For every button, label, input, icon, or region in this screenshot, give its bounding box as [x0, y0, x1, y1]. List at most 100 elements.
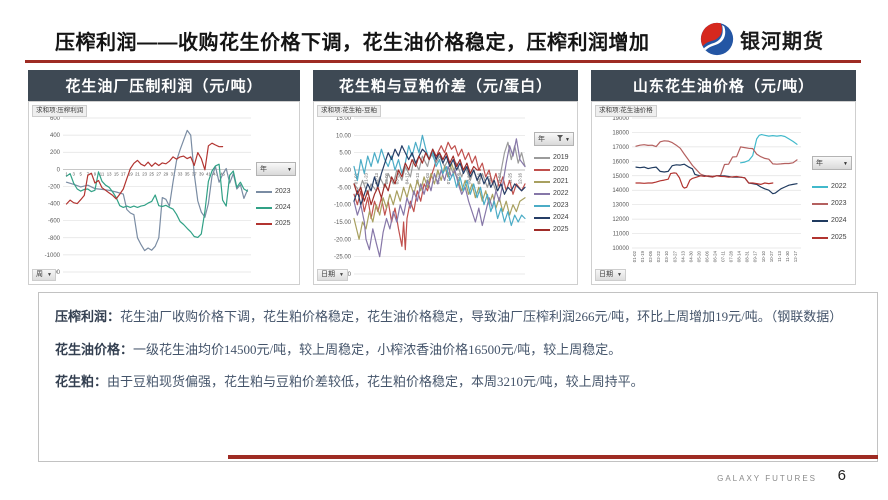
legend-swatch: [812, 236, 828, 239]
svg-text:11-30: 11-30: [785, 250, 790, 261]
legend-swatch: [812, 202, 828, 205]
svg-text:33: 33: [178, 171, 183, 176]
svg-text:06-24: 06-24: [713, 250, 718, 262]
svg-text:9: 9: [94, 171, 97, 176]
svg-text:15.00: 15.00: [336, 116, 352, 122]
svg-text:21: 21: [135, 171, 140, 176]
summary-text: 花生油厂收购价格下调，花生粕价格稳定，花生油价格稳定，导致油厂压榨利润266元/…: [120, 309, 843, 324]
svg-text:04-17: 04-17: [405, 172, 410, 184]
svg-text:10000: 10000: [612, 246, 629, 252]
svg-text:11-25: 11-25: [507, 172, 512, 183]
chevron-down-icon: ▼: [843, 160, 848, 167]
svg-text:05-13: 05-13: [415, 172, 420, 184]
svg-text:03-27: 03-27: [672, 250, 677, 262]
svg-text:08-31: 08-31: [745, 250, 750, 262]
chart-title-oil-price: 山东花生油价格（元/吨）: [591, 70, 856, 101]
svg-text:07-11: 07-11: [721, 250, 726, 261]
svg-text:10-10: 10-10: [761, 250, 766, 262]
svg-text:600: 600: [50, 116, 61, 122]
legend-swatch: [812, 185, 828, 188]
legend-entry: 2020: [534, 166, 574, 173]
legend-field-button[interactable]: 年 ▼: [812, 156, 852, 170]
svg-text:04-13: 04-13: [680, 250, 685, 262]
legend-entry: 2024: [812, 217, 852, 224]
svg-text:02-13: 02-13: [374, 172, 379, 184]
svg-text:03-10: 03-10: [664, 250, 669, 262]
pivot-field-button[interactable]: 求和项:压榨利润: [32, 105, 88, 117]
chart-panels: 花生油厂压制利润（元/吨） -1200-1000-800-600-400-200…: [28, 70, 856, 285]
svg-text:-20.00: -20.00: [334, 237, 352, 243]
legend-field-button[interactable]: 年 ▼: [256, 162, 296, 176]
svg-text:3: 3: [72, 171, 75, 176]
legend-entry: 2021: [534, 178, 574, 185]
axis-field-dropdown[interactable]: 日期 ▼: [595, 268, 626, 281]
svg-text:-15.00: -15.00: [334, 220, 352, 226]
page-number: 6: [837, 467, 846, 484]
svg-text:27: 27: [156, 171, 161, 176]
summary-label: 花生油价格：: [55, 341, 134, 357]
galaxy-logo-icon: [700, 22, 734, 56]
svg-text:400: 400: [50, 133, 61, 139]
footer-brand: GALAXY FUTURES: [717, 474, 817, 483]
svg-text:-5.00: -5.00: [337, 185, 351, 191]
svg-text:01-23: 01-23: [364, 172, 369, 184]
svg-text:41: 41: [206, 171, 211, 176]
chart-body-crush-profit: -1200-1000-800-600-400-20002004006001357…: [28, 101, 300, 285]
axis-field-dropdown[interactable]: 日期 ▼: [317, 268, 348, 281]
svg-text:08-26: 08-26: [466, 172, 471, 184]
summary-label: 压榨利润：: [55, 309, 121, 324]
svg-text:17000: 17000: [612, 145, 629, 151]
svg-text:11-13: 11-13: [777, 250, 782, 261]
chevron-down-icon: ▼: [339, 271, 344, 278]
svg-text:07-15: 07-15: [446, 172, 451, 184]
page-title: 压榨利润——收购花生价格下调，花生油价格稳定，压榨利润增加: [55, 32, 650, 54]
axis-field-label: 周: [36, 270, 43, 278]
legend-swatch: [256, 222, 272, 225]
svg-text:29: 29: [163, 171, 168, 176]
pivot-field-button[interactable]: 求和项:花生粕-豆粕: [317, 105, 381, 117]
axis-field-dropdown[interactable]: 周 ▼: [32, 268, 56, 281]
svg-text:01-19: 01-19: [640, 250, 645, 262]
svg-text:-200: -200: [48, 184, 61, 190]
legend-swatch: [534, 216, 550, 219]
svg-text:12000: 12000: [612, 217, 629, 223]
legend-swatch: [534, 204, 550, 207]
summary-item-meal: 花生粕：由于豆粕现货偏强，花生粕与豆粕价差较低，花生粕价格稳定，本周3210元/…: [55, 372, 861, 392]
svg-text:18000: 18000: [612, 130, 629, 136]
legend-entry: 2025: [534, 226, 574, 233]
svg-text:06-03: 06-03: [425, 172, 430, 184]
svg-text:08-14: 08-14: [737, 250, 742, 262]
svg-text:10-27: 10-27: [769, 250, 774, 262]
svg-text:5.00: 5.00: [339, 151, 351, 157]
chart-legend: 年 ▼ 2022 2023 2024 2025: [812, 156, 852, 241]
svg-text:19: 19: [128, 171, 133, 176]
svg-text:11000: 11000: [613, 232, 630, 238]
pivot-field-button[interactable]: 求和项:花生油价格: [595, 105, 657, 117]
legend-field-button[interactable]: 年 ▼: [534, 132, 574, 146]
chart-title-crush-profit: 花生油厂压制利润（元/吨）: [28, 70, 300, 101]
svg-text:-10.00: -10.00: [334, 203, 352, 209]
filter-funnel-icon: [557, 135, 564, 141]
svg-text:23: 23: [142, 171, 147, 176]
summary-box: 压榨利润：花生油厂收购价格下调，花生粕价格稳定，花生油价格稳定，导致油厂压榨利润…: [38, 292, 878, 462]
svg-text:06-06: 06-06: [704, 250, 709, 262]
chevron-down-icon: ▼: [617, 271, 622, 278]
summary-text: 一级花生油均价14500元/吨，较上周稳定，小榨浓香油价格16500元/吨，较上…: [133, 341, 622, 357]
svg-text:15000: 15000: [612, 174, 629, 180]
svg-text:01-02: 01-02: [353, 172, 358, 184]
summary-label: 花生粕：: [55, 374, 108, 389]
svg-text:0.00: 0.00: [339, 168, 351, 174]
summary-item-crush-profit: 压榨利润：花生油厂收购价格下调，花生粕价格稳定，花生油价格稳定，导致油厂压榨利润…: [55, 307, 861, 327]
svg-text:10-14: 10-14: [487, 172, 492, 184]
chart-legend: 年 ▼ 2019 2020 2021 2022 2023 2024 2025: [534, 132, 574, 233]
legend-swatch: [534, 180, 550, 183]
svg-text:14000: 14000: [612, 188, 629, 194]
legend-entry: 2022: [812, 183, 852, 190]
svg-text:12-16: 12-16: [518, 172, 523, 184]
chart-title-meal-spread: 花生粕与豆粕价差（元/蛋白）: [313, 70, 578, 101]
svg-text:10.00: 10.00: [336, 133, 352, 139]
svg-text:-1000: -1000: [45, 253, 61, 259]
chevron-down-icon: ▼: [287, 166, 292, 173]
svg-text:-800: -800: [48, 236, 61, 242]
legend-swatch: [534, 192, 550, 195]
